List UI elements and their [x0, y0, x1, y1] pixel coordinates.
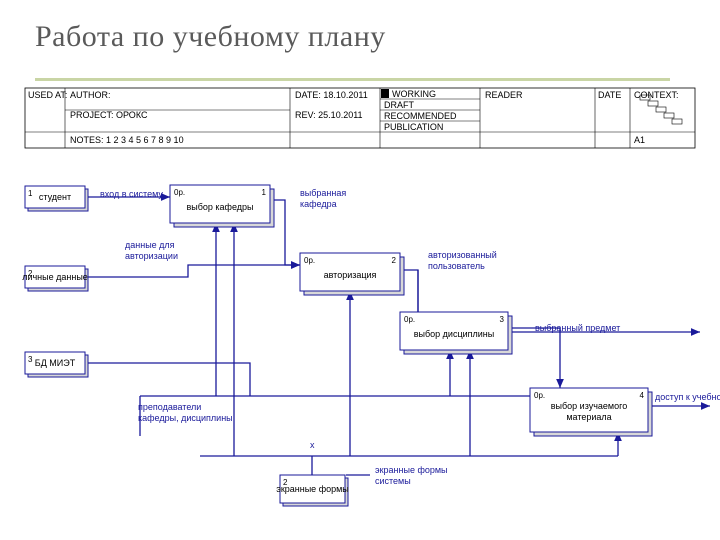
ext-box-student: 1 студент [25, 186, 88, 211]
hdr-working: WORKING [392, 89, 436, 99]
svg-text:0р.: 0р. [304, 256, 315, 265]
hdr-author: AUTHOR: [70, 90, 111, 100]
hdr-reader: READER [485, 90, 523, 100]
process-box-p3: 0р. 3 выбор дисциплины [400, 312, 512, 354]
svg-text:личные данные: личные данные [22, 272, 88, 282]
process-box-p4: 0р. 4 выбор изучаемогоматериала [530, 388, 652, 436]
svg-text:1: 1 [28, 189, 33, 198]
slide: Работа по учебному плану US [0, 0, 720, 540]
hdr-date2: DATE [598, 90, 621, 100]
svg-text:БД МИЭТ: БД МИЭТ [35, 358, 76, 368]
annotation: кафедры, дисциплины [138, 413, 233, 423]
svg-text:4: 4 [640, 391, 645, 400]
hdr-draft: DRAFT [384, 100, 414, 110]
annotation: кафедра [300, 199, 337, 209]
annotation: доступ к учебному материалу [655, 392, 720, 402]
svg-text:3: 3 [500, 315, 505, 324]
annotation: преподаватели [138, 402, 201, 412]
hdr-pub: PUBLICATION [384, 122, 443, 132]
hdr-project: PROJECT: ОРОКС [70, 110, 148, 120]
annotation: вход в систему [100, 189, 163, 199]
flow-arrow [85, 363, 250, 396]
flow-arrow [508, 328, 560, 388]
process-boxes: 0р.1выбор кафедры0р.2авторизация0р.3выбо… [170, 185, 652, 436]
flow-arrow [85, 265, 300, 277]
annotation: авторизованный [428, 250, 497, 260]
diagram-svg: USED AT: AUTHOR: PROJECT: ОРОКС DATE: 18… [0, 0, 720, 540]
process-box-p1: 0р. 1 выбор кафедры [170, 185, 274, 227]
annotation: x [310, 440, 315, 450]
annotation: пользователь [428, 261, 485, 271]
hdr-a1: A1 [634, 135, 645, 145]
svg-text:2: 2 [392, 256, 397, 265]
hdr-usedat: USED AT: [28, 90, 67, 100]
svg-text:0р.: 0р. [534, 391, 545, 400]
svg-text:студент: студент [39, 192, 71, 202]
annotation: данные для [125, 240, 175, 250]
hdr-reco: RECOMMENDED [384, 111, 457, 121]
ext-box-bdmiet: 3БД МИЭТ [25, 352, 88, 377]
hdr-notes: NOTES: 1 2 3 4 5 6 7 8 9 10 [70, 135, 184, 145]
ext-box-forms: 2экранные формы [276, 475, 349, 506]
hdr-date: DATE: 18.10.2011 [295, 90, 368, 100]
svg-text:экранные формы: экранные формы [276, 484, 349, 494]
svg-text:3: 3 [28, 355, 33, 364]
process-box-p2: 0р. 2 авторизация [300, 253, 404, 295]
svg-text:выбор изучаемого: выбор изучаемого [551, 401, 627, 411]
annotation: системы [375, 476, 411, 486]
ext-box-personal: 2личные данные [22, 266, 88, 291]
svg-text:авторизация: авторизация [324, 270, 377, 280]
svg-text:выбор дисциплины: выбор дисциплины [414, 329, 494, 339]
annotation: экранные формы [375, 465, 448, 475]
external-boxes: 1 студент 2личные данные 3БД МИЭТ 2экранные … [22, 186, 349, 506]
svg-text:0р.: 0р. [174, 188, 185, 197]
svg-text:1: 1 [262, 188, 267, 197]
svg-text:0р.: 0р. [404, 315, 415, 324]
svg-text:материала: материала [566, 412, 611, 422]
annotation: выбранная [300, 188, 346, 198]
idef0-header: USED AT: AUTHOR: PROJECT: ОРОКС DATE: 18… [25, 88, 695, 148]
hdr-rev: REV: 25.10.2011 [295, 110, 363, 120]
annotation: выбранный предмет [535, 323, 620, 333]
annotation: авторизации [125, 251, 178, 261]
svg-text:выбор кафедры: выбор кафедры [187, 202, 254, 212]
